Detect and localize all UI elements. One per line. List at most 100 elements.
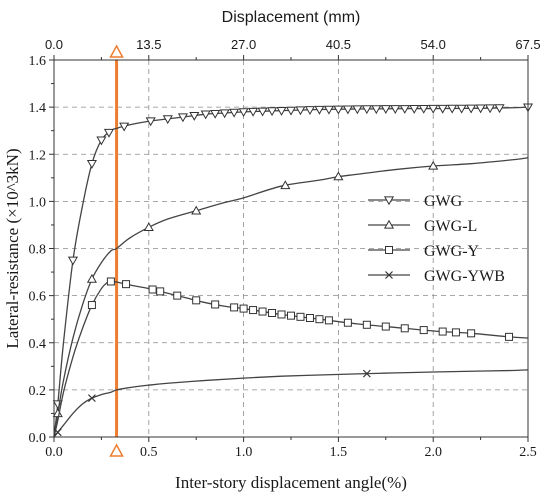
series-layer — [52, 103, 534, 438]
data-point — [287, 311, 295, 320]
data-point — [211, 300, 220, 309]
series-gwg — [52, 103, 534, 438]
data-point — [399, 105, 410, 114]
data-point — [52, 408, 63, 418]
data-point — [143, 222, 154, 231]
data-point — [191, 205, 202, 215]
data-point — [86, 273, 97, 283]
data-point — [418, 104, 429, 114]
data-point — [314, 105, 325, 115]
x-tick-label: 2.5 — [519, 445, 537, 460]
data-point — [409, 105, 420, 114]
reference-marker-bottom — [109, 443, 124, 457]
data-point — [249, 306, 258, 315]
data-point — [67, 256, 79, 266]
data-point — [343, 318, 352, 327]
legend-marker — [383, 219, 395, 229]
data-point — [437, 104, 448, 114]
x-tick-label: 0.5 — [140, 445, 158, 460]
y-tick-label: 0.4 — [29, 337, 47, 352]
data-point — [451, 328, 460, 337]
series-gwg-ywb — [53, 369, 529, 438]
data-point — [192, 296, 201, 305]
data-point — [173, 291, 182, 300]
x2-tick-label: 27.0 — [231, 37, 256, 52]
data-point — [156, 287, 165, 296]
data-point — [362, 369, 371, 378]
data-point — [447, 104, 458, 114]
legend-entry: GWG-L — [368, 218, 477, 235]
data-point — [352, 105, 363, 115]
data-point — [145, 117, 156, 127]
data-point — [456, 104, 467, 114]
data-point — [381, 322, 390, 331]
x2-tick-label: 40.5 — [326, 37, 351, 52]
legend-marker — [385, 246, 393, 254]
data-point — [485, 104, 496, 114]
x-tick-label: 1.5 — [330, 445, 348, 460]
data-point — [362, 320, 371, 329]
data-point — [295, 106, 306, 116]
data-point — [467, 329, 476, 338]
data-point — [276, 107, 287, 116]
data-point — [333, 105, 344, 115]
data-point — [266, 107, 278, 117]
data-point — [280, 180, 291, 190]
data-point — [361, 105, 372, 115]
data-point — [200, 110, 211, 120]
data-point — [257, 107, 268, 117]
data-point — [342, 105, 353, 115]
reference-marker-top — [109, 44, 124, 58]
data-point — [324, 316, 333, 325]
data-point — [210, 109, 221, 119]
data-point — [268, 309, 277, 318]
legend-entry: GWG — [368, 193, 463, 210]
data-point — [103, 128, 115, 138]
y-tick-label: 0.8 — [29, 243, 47, 258]
data-point — [277, 310, 286, 319]
data-point — [390, 105, 401, 114]
x-axis-title: Inter-story displacement angle(%) — [175, 473, 407, 492]
data-point — [122, 280, 131, 289]
legend-entry: GWG-Y — [368, 243, 480, 260]
legend-marker — [383, 196, 395, 206]
x-tick-label: 1.0 — [235, 445, 253, 460]
data-point — [86, 160, 97, 169]
legend-marker — [385, 271, 393, 279]
data-point — [229, 108, 240, 118]
series-line — [53, 369, 529, 438]
data-point — [87, 394, 96, 403]
data-point — [438, 327, 447, 336]
legend-label: GWG-Y — [424, 243, 480, 260]
top-axis-title: Displacement (mm) — [222, 9, 361, 26]
y-tick-label: 0.0 — [29, 431, 47, 446]
data-point — [258, 307, 267, 316]
legend-label: GWG-YWB — [424, 268, 505, 285]
x2-tick-label: 54.0 — [421, 37, 446, 52]
data-point — [106, 277, 115, 286]
series-line — [53, 157, 529, 438]
data-point — [333, 171, 344, 181]
data-point — [505, 332, 514, 341]
data-point — [177, 113, 188, 123]
ticks: 0.0 0.5 1.0 1.5 2.0 2.5 0.0 13.5 27.0 40.5 54.0 67.… — [29, 37, 541, 460]
x-tick-label: 0.0 — [45, 445, 63, 460]
y-tick-label: 1.6 — [29, 54, 47, 69]
data-point — [148, 285, 157, 294]
y-tick-label: 0.2 — [29, 384, 47, 399]
data-point — [428, 160, 439, 170]
x2-tick-label: 0.0 — [45, 37, 63, 52]
data-point — [239, 304, 248, 313]
data-point — [400, 324, 409, 333]
data-point — [380, 105, 391, 115]
data-point — [475, 104, 486, 114]
y-tick-label: 1.2 — [29, 148, 47, 163]
y-tick-label: 1.4 — [29, 101, 47, 116]
data-point — [466, 104, 477, 114]
data-point — [428, 104, 439, 114]
x2-tick-label: 13.5 — [136, 37, 161, 52]
data-point — [230, 303, 239, 312]
y-tick-label: 1.0 — [29, 195, 47, 210]
x-tick-label: 2.0 — [424, 445, 442, 460]
